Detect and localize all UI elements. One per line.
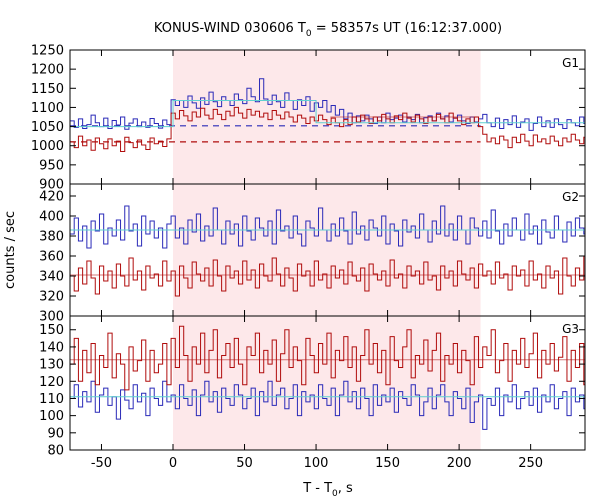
- y-tick-label: 140: [39, 340, 64, 355]
- y-tick-label: 130: [39, 358, 64, 373]
- y-tick-label: 120: [39, 375, 64, 390]
- plot-area: [70, 205, 585, 297]
- y-tick-label: 320: [39, 290, 64, 305]
- y-tick-label: 1200: [31, 63, 64, 78]
- y-tick-label: 1000: [31, 139, 64, 154]
- y-tick-label: 340: [39, 270, 64, 285]
- y-tick-label: 1100: [31, 101, 64, 116]
- panels-group: 900950100010501100115012001250G130032034…: [31, 44, 586, 471]
- y-tick-label: 420: [39, 190, 64, 205]
- y-tick-label: 360: [39, 250, 64, 265]
- panel-g1: 900 950 1000 1050 1100 1150 1200 1250 G1: [31, 44, 586, 193]
- x-tick-label: -50: [91, 456, 112, 471]
- x-tick-label: 0: [169, 456, 177, 471]
- y-tick-label: 400: [39, 210, 64, 225]
- x-tick-label: 150: [375, 456, 400, 471]
- y-axis-label: counts / sec: [3, 211, 18, 289]
- panel-label: G3: [562, 322, 579, 336]
- x-tick-label: 50: [236, 456, 253, 471]
- chart-title: KONUS-WIND 030606 T0 = 58357s UT (16:12:…: [154, 21, 502, 39]
- fit-line-0: [70, 100, 585, 128]
- series-red-step: [70, 255, 585, 297]
- y-tick-label: 950: [39, 158, 64, 173]
- x-axis-label: T - T0, s: [302, 481, 353, 499]
- panel-frame: [69, 315, 586, 451]
- plot-area: [70, 325, 585, 430]
- y-tick-label: 380: [39, 230, 64, 245]
- y-tick-label: 80: [47, 444, 64, 459]
- panel-g2: 300 320 340 360 380 400 420 G2: [39, 183, 586, 325]
- x-tick-label: 100: [304, 456, 329, 471]
- y-tick-label: 300: [39, 310, 64, 325]
- y-tick-label: 1250: [31, 44, 64, 59]
- panel-label: G2: [562, 190, 579, 204]
- series-blue-step: [70, 78, 585, 131]
- y-tick-label: 1150: [31, 82, 64, 97]
- y-tick-label: 900: [39, 178, 64, 193]
- y-tick-label: 1050: [31, 120, 64, 135]
- y-tick-label: 110: [39, 392, 64, 407]
- plot-area: [70, 78, 585, 152]
- panel-label: G1: [562, 56, 579, 70]
- highlight-interval: [173, 184, 481, 316]
- x-tick-label: 200: [447, 456, 472, 471]
- y-tick-label: 100: [39, 409, 64, 424]
- panel-g3: 80 90 100 110 120 130 140 150 G3: [39, 315, 586, 459]
- x-tick-label: 250: [518, 456, 543, 471]
- series-red-step: [70, 106, 585, 152]
- series-red-step: [70, 325, 585, 391]
- y-tick-label: 90: [47, 426, 64, 441]
- y-tick-label: 150: [39, 323, 64, 338]
- series-blue-step: [70, 380, 585, 430]
- series-blue-step: [70, 205, 585, 249]
